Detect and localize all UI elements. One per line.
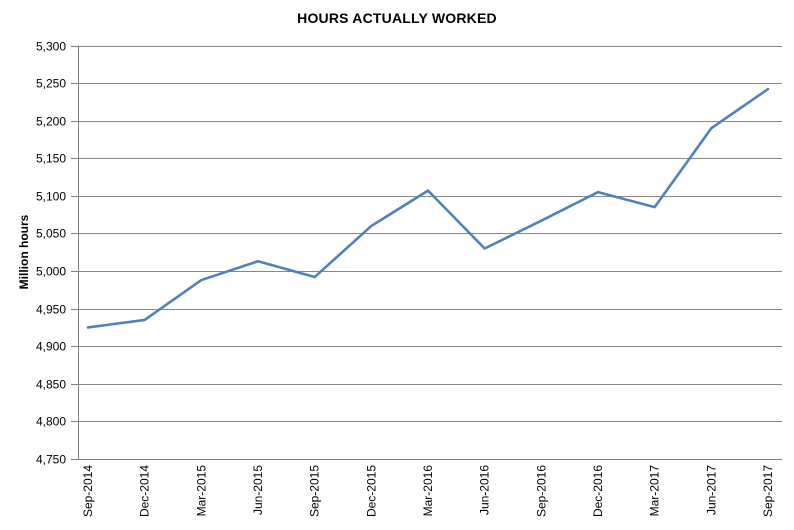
- chart-title: HOURS ACTUALLY WORKED: [297, 10, 497, 26]
- x-tick-label: Jun-2017: [704, 465, 718, 515]
- x-tick-label: Jun-2016: [478, 465, 492, 515]
- x-axis-tick-labels: Sep-2014 Dec-2014 Mar-2015 Jun-2015 Sep-2015…: [81, 465, 775, 517]
- x-tick-label: Sep-2015: [308, 465, 322, 517]
- y-axis-tick-labels: 4,750 4,800 4,850 4,900 4,950 5,000 5,050 5,100…: [36, 39, 66, 466]
- y-tick-label: 4,800: [36, 414, 66, 428]
- x-tick-label: Dec-2015: [364, 465, 378, 517]
- x-tick-label: Sep-2014: [81, 465, 95, 517]
- x-tick-label: Mar-2015: [194, 465, 208, 517]
- axes: [71, 45, 782, 460]
- y-tick-label: 5,300: [36, 39, 66, 53]
- y-tick-label: 5,100: [36, 189, 66, 203]
- y-tick-label: 5,150: [36, 151, 66, 165]
- y-tick-label: 4,850: [36, 377, 66, 391]
- y-axis-title: Million hours: [17, 214, 31, 289]
- y-tick-label: 4,750: [36, 452, 66, 466]
- gridlines: [78, 46, 782, 422]
- data-series-line: [86, 87, 770, 329]
- x-tick-label: Sep-2017: [761, 465, 775, 517]
- x-tick-label: Dec-2016: [591, 465, 605, 517]
- x-tick-label: Jun-2015: [251, 465, 265, 515]
- y-tick-label: 5,000: [36, 264, 66, 278]
- x-tick-label: Mar-2016: [421, 465, 435, 517]
- y-tick-label: 5,250: [36, 76, 66, 90]
- x-tick-label: Mar-2017: [648, 465, 662, 517]
- y-tick-label: 4,900: [36, 339, 66, 353]
- y-tick-label: 5,050: [36, 226, 66, 240]
- y-tick-label: 5,200: [36, 114, 66, 128]
- x-tick-label: Dec-2014: [138, 465, 152, 517]
- x-tick-label: Sep-2016: [534, 465, 548, 517]
- y-tick-label: 4,950: [36, 302, 66, 316]
